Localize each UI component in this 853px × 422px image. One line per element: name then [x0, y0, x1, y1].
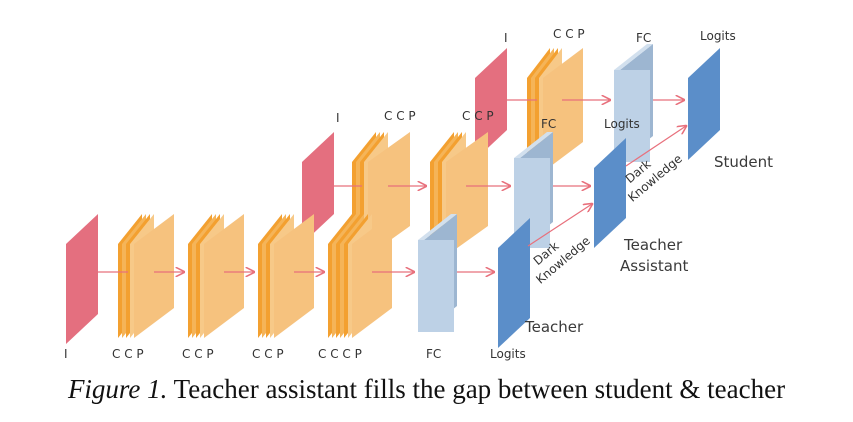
student-logits-layer	[688, 48, 720, 160]
ta-logits-label: Logits	[604, 117, 640, 131]
student-input-label: I	[504, 31, 508, 45]
ta-label-line1: Teacher	[623, 236, 683, 254]
teacher-network: I C C P C C P C C P C C C P FC Logits Te…	[64, 214, 584, 361]
ta-label-line2: Assistant	[620, 257, 688, 275]
figure-number: Figure 1.	[67, 374, 168, 404]
teacher-cccp-label: C C C P	[318, 347, 362, 361]
teacher-ccp-label-3: C C P	[252, 347, 284, 361]
ta-fc-label: FC	[541, 117, 556, 131]
teacher-logits-layer	[498, 218, 530, 348]
ta-logits-layer	[594, 138, 626, 248]
caption-text: Teacher assistant fills the gap between …	[167, 374, 786, 404]
teacher-label: Teacher	[524, 318, 584, 336]
teacher-conv-block-3	[258, 214, 314, 338]
teacher-conv-block-4	[328, 214, 392, 338]
teacher-fc-label: FC	[426, 347, 441, 361]
dark-knowledge-arrow-teacher-to-ta	[527, 204, 592, 247]
teacher-ccp-label-1: C C P	[112, 347, 144, 361]
teacher-input-layer	[66, 214, 98, 344]
teacher-input-label: I	[64, 347, 68, 361]
teacher-logits-label: Logits	[490, 347, 526, 361]
dark-knowledge-arrow-ta-to-student	[625, 126, 686, 167]
student-label: Student	[714, 153, 773, 171]
teacher-fc-block	[418, 214, 457, 332]
ta-ccp-label-2: C C P	[462, 109, 494, 123]
student-ccp-label: C C P	[553, 27, 585, 41]
student-fc-label: FC	[636, 31, 651, 45]
student-logits-label: Logits	[700, 29, 736, 43]
student-input-layer	[475, 48, 507, 160]
teacher-ccp-label-2: C C P	[182, 347, 214, 361]
ta-input-layer	[302, 132, 334, 244]
teacher-conv-block-1	[118, 214, 174, 338]
figure-caption: Figure 1. Teacher assistant fills the ga…	[0, 374, 853, 405]
ta-ccp-label-1: C C P	[384, 109, 416, 123]
network-diagram: I C C P FC Logits Student	[64, 27, 773, 361]
ta-input-label: I	[336, 111, 340, 125]
teacher-conv-block-2	[188, 214, 244, 338]
